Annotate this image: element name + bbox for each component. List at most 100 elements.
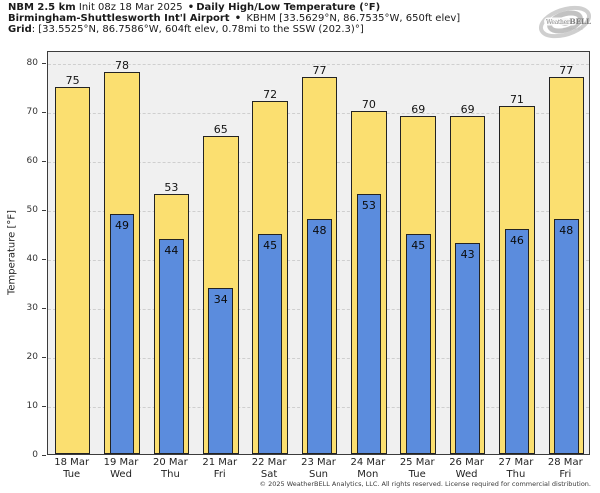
x-tick-date: 21 Mar bbox=[202, 457, 238, 468]
x-tick-label: 28 Mar Fri bbox=[541, 457, 590, 481]
x-tick-day: Thu bbox=[161, 469, 180, 480]
low-value-label: 46 bbox=[509, 233, 524, 247]
model-name: NBM 2.5 km bbox=[8, 2, 76, 13]
low-value-label: 34 bbox=[213, 292, 228, 306]
low-bar bbox=[307, 218, 332, 454]
y-tick-mark bbox=[42, 455, 46, 456]
x-tick-day: Mon bbox=[357, 469, 379, 480]
plot-area: 75 78 49 53 44 65 34 72 45 77 48 70 53 69 45 69 43 71 46 77… bbox=[47, 51, 590, 455]
low-value-label: 48 bbox=[312, 223, 327, 237]
x-tick-label: 19 Mar Wed bbox=[96, 457, 145, 481]
x-tick-date: 23 Mar bbox=[301, 457, 336, 468]
footer-copyright: © 2025 WeatherBELL Analytics, LLC. All r… bbox=[259, 480, 591, 488]
x-tick-date: 28 Mar bbox=[547, 457, 583, 468]
separator-dot: • bbox=[187, 2, 195, 13]
y-tick-mark bbox=[42, 63, 46, 65]
low-bar bbox=[208, 287, 234, 454]
low-value-label: 48 bbox=[559, 223, 574, 237]
x-tick-date: 19 Mar bbox=[103, 457, 139, 468]
x-tick-label: 21 Mar Fri bbox=[195, 457, 244, 481]
x-tick-label: 18 Mar Tue bbox=[47, 457, 96, 481]
x-tick-label: 25 Mar Tue bbox=[393, 457, 442, 481]
x-tick-label: 26 Mar Wed bbox=[442, 457, 491, 481]
low-value-label: 45 bbox=[263, 238, 278, 252]
y-tick-label: 30 bbox=[26, 303, 38, 314]
header-line-3: Grid: [33.5525°N, 86.7586°W, 604ft elev,… bbox=[8, 24, 460, 35]
x-tick-day: Wed bbox=[110, 469, 132, 480]
x-axis-labels: 18 Mar Tue 19 Mar Wed 20 Mar Thu 21 Mar Fri 22 M… bbox=[47, 457, 590, 483]
high-value-label: 75 bbox=[65, 73, 80, 87]
x-tick-date: 18 Mar bbox=[54, 457, 90, 468]
y-tick-label: 50 bbox=[26, 205, 38, 216]
x-tick-date: 25 Mar bbox=[399, 457, 435, 468]
x-tick-day: Wed bbox=[455, 469, 478, 480]
header-line-1: NBM 2.5 km Init 08z 18 Mar 2025 • Daily H… bbox=[8, 2, 460, 13]
y-tick-label: 60 bbox=[26, 156, 38, 167]
x-tick-day: Tue bbox=[63, 469, 81, 480]
x-tick-label: 22 Mar Sat bbox=[244, 457, 293, 481]
low-value-label: 45 bbox=[411, 238, 426, 252]
x-tick-date: 22 Mar bbox=[251, 457, 287, 468]
x-tick-day: Thu bbox=[506, 469, 526, 480]
weatherbell-logo: WeatherBELL Analytics LLC bbox=[539, 5, 592, 39]
y-tick-mark bbox=[42, 308, 46, 310]
x-tick-day: Sat bbox=[260, 469, 278, 480]
low-bar bbox=[109, 214, 135, 454]
header-line-2: Birmingham-Shuttlesworth Int'l Airport •… bbox=[8, 13, 460, 24]
high-value-label: 53 bbox=[164, 181, 179, 195]
y-tick-label: 70 bbox=[26, 107, 38, 118]
logo-text: WeatherBELL bbox=[546, 17, 592, 26]
y-tick-label: 0 bbox=[32, 450, 38, 460]
low-bar bbox=[356, 194, 382, 454]
x-tick-label: 23 Mar Sun bbox=[294, 457, 343, 481]
high-value-label: 69 bbox=[460, 103, 475, 117]
station-details: KBHM [33.5629°N, 86.7535°W, 650ft elev] bbox=[243, 13, 461, 24]
low-value-label: 53 bbox=[361, 199, 376, 213]
gridline bbox=[48, 64, 589, 66]
low-bar bbox=[405, 233, 431, 454]
x-tick-date: 26 Mar bbox=[449, 457, 484, 468]
high-value-label: 71 bbox=[509, 93, 524, 107]
low-value-label: 44 bbox=[164, 243, 179, 257]
x-tick-date: 27 Mar bbox=[498, 457, 534, 468]
high-value-label: 78 bbox=[115, 59, 130, 73]
x-tick-day: Sun bbox=[308, 469, 328, 480]
y-axis: 0 10 20 30 40 50 60 70 80 bbox=[0, 51, 47, 460]
y-tick-label: 10 bbox=[26, 401, 38, 412]
low-value-label: 43 bbox=[460, 248, 475, 262]
init-time: Init 08z 18 Mar 2025 bbox=[75, 2, 186, 13]
separator-dot: • bbox=[234, 13, 242, 24]
high-value-label: 77 bbox=[559, 63, 574, 77]
logo-subtext: Analytics LLC bbox=[563, 27, 583, 31]
y-tick-mark bbox=[42, 357, 46, 359]
product-title: Daily High/Low Temperature (°F) bbox=[196, 2, 381, 13]
low-bar bbox=[455, 243, 480, 454]
station-name: Birmingham-Shuttlesworth Int'l Airport bbox=[8, 13, 230, 24]
low-value-label: 49 bbox=[115, 219, 130, 233]
y-tick-mark bbox=[42, 112, 46, 114]
grid-details: : [33.5525°N, 86.7586°W, 604ft elev, 0.7… bbox=[31, 24, 364, 35]
x-tick-day: Tue bbox=[408, 469, 426, 480]
y-tick-label: 80 bbox=[26, 58, 38, 69]
x-tick-day: Fri bbox=[559, 469, 572, 480]
high-value-label: 69 bbox=[411, 103, 426, 117]
low-bar bbox=[504, 228, 530, 454]
y-tick-label: 20 bbox=[26, 352, 38, 363]
low-bar bbox=[553, 218, 579, 454]
high-value-label: 70 bbox=[361, 98, 376, 112]
low-bar bbox=[159, 238, 184, 454]
y-tick-mark bbox=[42, 259, 46, 261]
high-bar bbox=[54, 86, 91, 454]
high-value-label: 72 bbox=[263, 88, 278, 102]
x-tick-label: 27 Mar Thu bbox=[491, 457, 540, 481]
high-value-label: 65 bbox=[213, 122, 228, 136]
y-tick-label: 40 bbox=[26, 254, 38, 265]
x-tick-day: Fri bbox=[213, 469, 226, 480]
y-tick-mark bbox=[42, 406, 46, 408]
high-value-label: 77 bbox=[312, 63, 327, 77]
x-tick-date: 24 Mar bbox=[350, 457, 386, 468]
y-tick-mark bbox=[42, 161, 46, 163]
x-tick-label: 20 Mar Thu bbox=[146, 457, 195, 481]
x-tick-date: 20 Mar bbox=[153, 457, 188, 468]
